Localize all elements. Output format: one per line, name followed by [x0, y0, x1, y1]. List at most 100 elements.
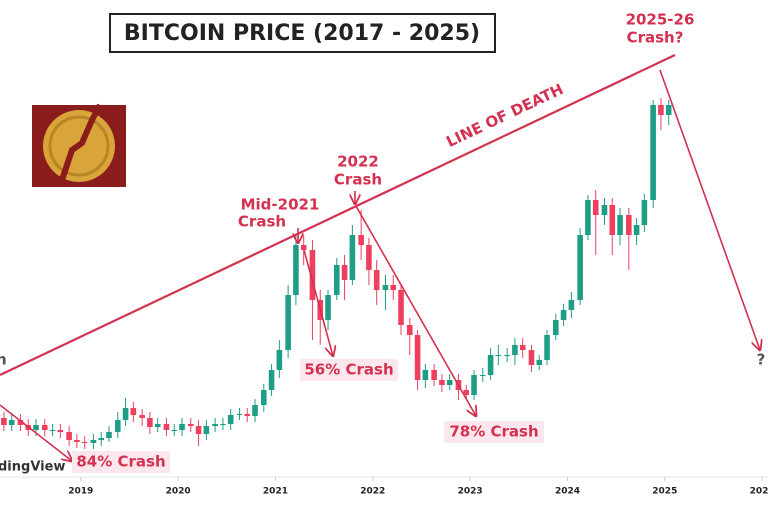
candle-body	[187, 424, 194, 426]
candle-body	[650, 105, 656, 200]
label-bg	[300, 359, 398, 381]
candle-body	[90, 440, 97, 443]
candle-body	[8, 420, 15, 425]
candle-body	[544, 335, 550, 360]
candle-body	[568, 300, 575, 310]
candle-body	[390, 285, 397, 290]
watermark: dingView	[0, 460, 65, 475]
candle-body	[81, 442, 88, 443]
candle-body	[406, 325, 413, 335]
annotation: h	[0, 351, 7, 369]
candle-body	[41, 425, 48, 430]
candle-body	[98, 438, 105, 440]
candle-body	[439, 380, 445, 385]
candle-body	[309, 250, 316, 300]
candle-body	[66, 432, 72, 440]
candle-body	[300, 245, 307, 250]
candle-body	[641, 200, 648, 225]
candle-body	[528, 350, 535, 365]
annotation: Crash	[238, 213, 286, 231]
candle-body	[154, 424, 161, 427]
candle-body	[163, 424, 170, 430]
candle-body	[495, 355, 502, 356]
arrow	[303, 249, 333, 356]
candle-body	[33, 425, 39, 430]
candle-body	[626, 215, 632, 235]
chart-title: BITCOIN PRICE (2017 - 2025)	[124, 21, 480, 46]
candle-body	[577, 235, 583, 300]
annotation: Crash	[334, 171, 382, 189]
x-tick-label: 2024	[555, 487, 580, 497]
candle-body	[398, 290, 404, 325]
candle-body	[147, 418, 153, 427]
candle-body	[260, 390, 267, 405]
candle-body	[203, 426, 210, 434]
candle-body	[122, 408, 129, 420]
candle-body	[560, 310, 567, 320]
candle-body	[519, 345, 526, 350]
x-tick-label: 2023	[458, 487, 483, 497]
x-tick-label: 2022	[360, 487, 385, 497]
candle-body	[195, 426, 202, 434]
candle-body	[252, 405, 258, 416]
annotation: ?	[757, 351, 766, 369]
annotation: 78% Crash	[449, 423, 538, 441]
candle-body	[601, 205, 608, 215]
candle-body	[431, 370, 437, 380]
candle-body	[179, 424, 185, 430]
x-tick-label: 2025	[652, 487, 677, 497]
candle-body	[17, 420, 24, 425]
x-tick-label: 2026	[750, 487, 768, 497]
label-bg	[444, 421, 544, 443]
trend-line	[0, 54, 676, 376]
candle-body	[658, 105, 664, 115]
candle-body	[244, 414, 251, 416]
candle-body	[487, 355, 494, 375]
candle-body	[446, 380, 453, 385]
candle-body	[293, 245, 299, 295]
arrow	[355, 205, 476, 416]
candle-body	[220, 424, 226, 425]
annotation: 2022	[337, 153, 379, 171]
candle-body	[49, 430, 56, 431]
title-box	[109, 13, 496, 53]
candle-body	[592, 200, 599, 215]
candle-body	[57, 430, 64, 432]
x-tick-label: 2020	[166, 487, 191, 497]
candle-body	[366, 245, 372, 270]
candle-body	[236, 414, 243, 415]
candle-body	[341, 265, 348, 280]
candle-body	[74, 440, 80, 442]
annotation: 84% Crash	[76, 453, 165, 471]
candle-body	[382, 285, 389, 290]
candle-body	[285, 295, 291, 350]
candle-body	[130, 408, 137, 415]
candle-body	[463, 390, 470, 395]
candles	[1, 98, 672, 449]
candle-body	[536, 360, 543, 365]
arrow	[659, 69, 760, 350]
candle-body	[268, 370, 275, 390]
candle-body	[617, 215, 623, 235]
candle-body	[114, 420, 121, 432]
candle-body	[358, 235, 364, 245]
candle-body	[276, 350, 283, 370]
annotation: 2025-26	[626, 11, 695, 29]
candle-body	[373, 270, 380, 290]
annotation: Crash?	[627, 29, 684, 47]
candle-body	[422, 370, 429, 380]
candle-body	[1, 418, 7, 425]
bitcoin-icon	[32, 103, 126, 187]
candle-body	[171, 430, 178, 431]
candle-body	[553, 320, 559, 335]
candle-body	[479, 375, 486, 376]
candle-body	[471, 375, 477, 395]
candle-body	[139, 415, 145, 418]
candle-body	[504, 355, 510, 356]
candle-body	[609, 205, 616, 235]
arrow	[0, 404, 72, 461]
candle-body	[325, 295, 331, 320]
candle-body	[349, 235, 356, 280]
candle-body	[585, 200, 591, 235]
